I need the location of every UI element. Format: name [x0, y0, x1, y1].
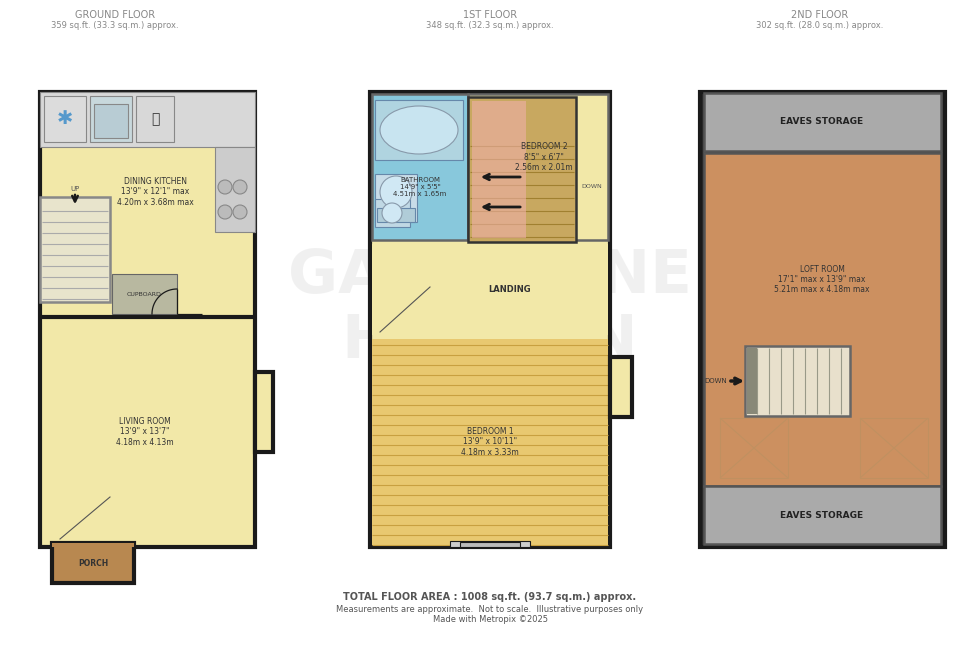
Bar	[255, 372, 273, 452]
Bar	[112, 274, 177, 314]
Bar	[370, 339, 610, 342]
Bar	[372, 94, 468, 240]
Text: PORCH: PORCH	[77, 558, 108, 567]
Bar	[745, 346, 850, 416]
Bar	[90, 96, 132, 142]
Text: TOTAL FLOOR AREA : 1008 sq.ft. (93.7 sq.m.) approx.: TOTAL FLOOR AREA : 1008 sq.ft. (93.7 sq.…	[343, 592, 637, 602]
Bar	[136, 96, 174, 142]
Bar	[472, 101, 526, 238]
Text: BEDROOM 2
8'5" x 6'7"
2.56m x 2.01m: BEDROOM 2 8'5" x 6'7" 2.56m x 2.01m	[515, 142, 573, 172]
Text: Measurements are approximate.  Not to scale.  Illustrative purposes only: Measurements are approximate. Not to sca…	[336, 604, 644, 613]
Bar	[52, 543, 134, 547]
Bar	[704, 93, 941, 151]
Text: 302 sq.ft. (28.0 sq.m.) approx.: 302 sq.ft. (28.0 sq.m.) approx.	[757, 21, 884, 30]
Bar	[370, 514, 610, 517]
Bar	[370, 489, 610, 492]
Bar	[720, 418, 788, 478]
Text: ✱: ✱	[57, 109, 74, 129]
Bar	[375, 199, 410, 227]
Circle shape	[382, 203, 402, 223]
Text: BATHROOM
14'9" x 5'5"
4.51m x 1.65m: BATHROOM 14'9" x 5'5" 4.51m x 1.65m	[393, 177, 447, 197]
Text: Made with Metropix ©2025: Made with Metropix ©2025	[432, 615, 548, 624]
Bar	[375, 174, 417, 222]
Text: 🍴: 🍴	[151, 112, 159, 126]
Text: BEDROOM 1
13'9" x 10'11"
4.18m x 3.33m: BEDROOM 1 13'9" x 10'11" 4.18m x 3.33m	[462, 427, 518, 457]
Bar	[860, 418, 928, 478]
Bar	[704, 486, 941, 544]
Text: HALMAN: HALMAN	[342, 313, 638, 371]
Text: DOWN: DOWN	[581, 184, 602, 190]
Text: LANDING: LANDING	[489, 285, 531, 294]
Bar	[370, 439, 610, 442]
Bar	[253, 147, 255, 232]
Bar	[370, 139, 610, 142]
Bar	[370, 239, 610, 242]
Bar	[94, 104, 128, 138]
Bar	[460, 542, 520, 547]
Bar	[468, 97, 576, 242]
Text: EAVES STORAGE: EAVES STORAGE	[780, 118, 863, 127]
Bar	[372, 339, 608, 545]
Bar	[370, 114, 610, 117]
Ellipse shape	[380, 106, 458, 154]
Bar	[44, 96, 86, 142]
Text: 359 sq.ft. (33.3 sq.m.) approx.: 359 sq.ft. (33.3 sq.m.) approx.	[51, 21, 178, 30]
Text: 348 sq.ft. (32.3 sq.m.) approx.: 348 sq.ft. (32.3 sq.m.) approx.	[426, 21, 554, 30]
Bar	[450, 541, 530, 547]
Bar	[370, 314, 610, 317]
Bar	[375, 100, 463, 160]
Bar	[370, 289, 610, 292]
Bar	[747, 348, 757, 414]
Bar	[377, 208, 415, 222]
Circle shape	[233, 205, 247, 219]
Text: 2ND FLOOR: 2ND FLOOR	[792, 10, 849, 20]
Text: UP: UP	[71, 186, 79, 192]
Bar	[704, 153, 941, 486]
Text: DOWN: DOWN	[705, 378, 727, 384]
Bar	[40, 92, 255, 547]
Text: GASCOIGNE: GASCOIGNE	[288, 248, 692, 307]
Bar	[370, 92, 610, 547]
Text: GROUND FLOOR: GROUND FLOOR	[74, 10, 155, 20]
Text: EAVES STORAGE: EAVES STORAGE	[780, 510, 863, 520]
Text: LIVING ROOM
13'9" x 13'7"
4.18m x 4.13m: LIVING ROOM 13'9" x 13'7" 4.18m x 4.13m	[117, 417, 173, 447]
Circle shape	[218, 180, 232, 194]
Bar	[370, 539, 610, 542]
Bar	[370, 364, 610, 367]
Bar	[610, 357, 632, 417]
Circle shape	[233, 180, 247, 194]
Bar	[370, 164, 610, 167]
Bar	[40, 197, 110, 302]
Bar	[468, 94, 608, 240]
Bar	[40, 92, 255, 147]
Bar	[215, 147, 255, 232]
Circle shape	[380, 176, 412, 208]
Text: CUPBOARD: CUPBOARD	[126, 292, 162, 296]
Bar	[52, 543, 134, 583]
Bar	[370, 264, 610, 267]
Text: 1ST FLOOR: 1ST FLOOR	[463, 10, 517, 20]
Bar	[372, 244, 608, 335]
Bar	[370, 189, 610, 192]
Text: LOFT ROOM
17'1" max x 13'9" max
5.21m max x 4.18m max: LOFT ROOM 17'1" max x 13'9" max 5.21m ma…	[774, 265, 870, 294]
Bar	[370, 464, 610, 467]
Bar	[370, 414, 610, 417]
Circle shape	[218, 205, 232, 219]
Bar	[370, 389, 610, 392]
Bar	[370, 214, 610, 217]
Bar	[700, 92, 945, 547]
Text: DINING KITCHEN
13'9" x 12'1" max
4.20m x 3.68m max: DINING KITCHEN 13'9" x 12'1" max 4.20m x…	[117, 177, 193, 207]
